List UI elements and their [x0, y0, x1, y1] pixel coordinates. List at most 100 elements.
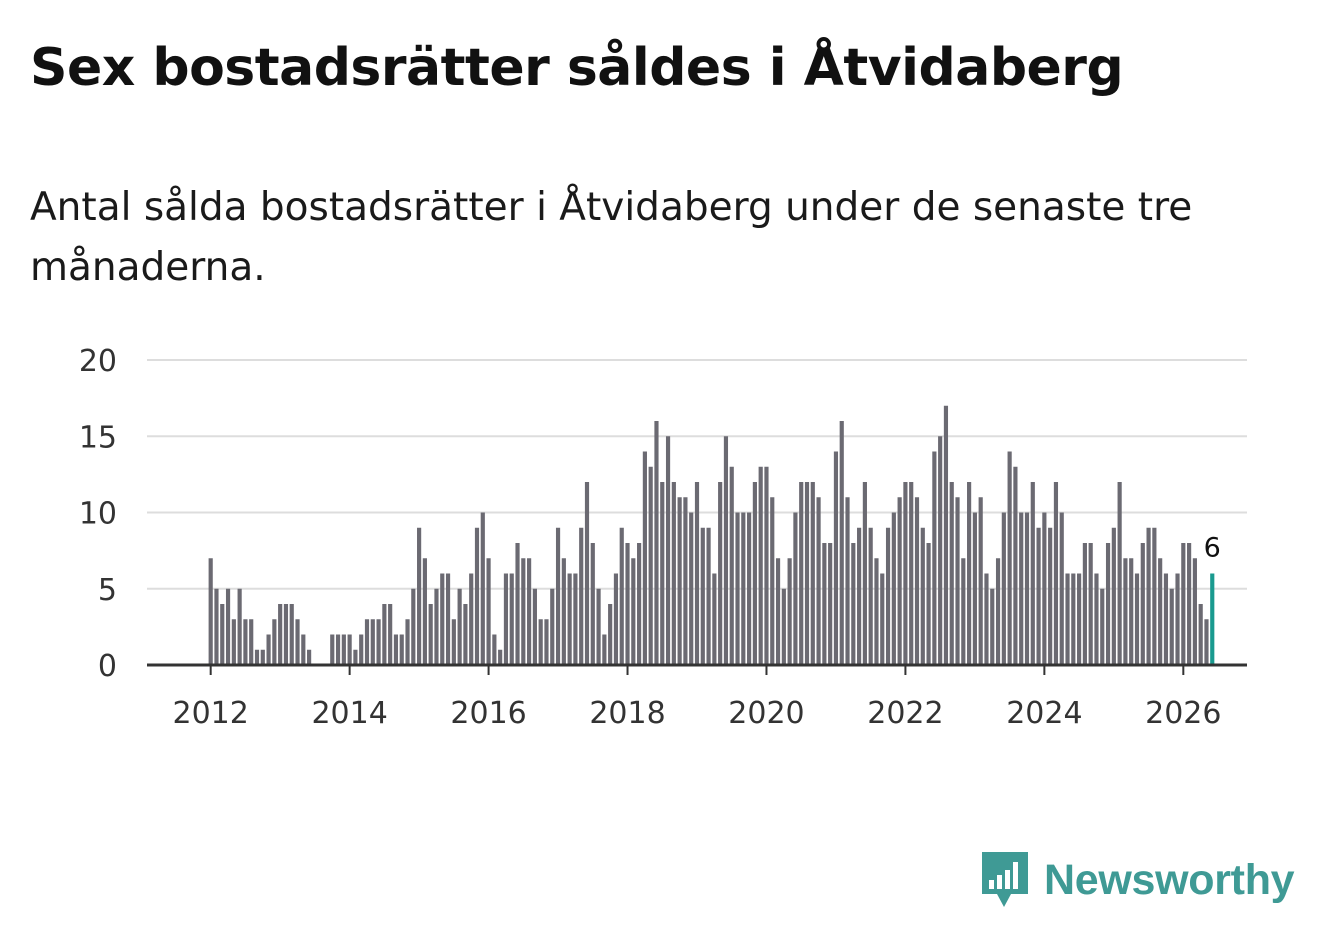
bar [353, 649, 358, 665]
bar [584, 482, 590, 665]
bar [1204, 619, 1209, 665]
bar [341, 634, 346, 665]
bar [637, 543, 642, 665]
bar [978, 497, 983, 665]
bar [1071, 573, 1076, 665]
bar [469, 573, 474, 665]
bar [880, 573, 885, 665]
bar [521, 558, 526, 665]
bar [1169, 588, 1174, 665]
bar [515, 543, 520, 665]
bar [851, 543, 856, 665]
bar [295, 619, 300, 665]
bar [758, 466, 763, 665]
bar [694, 482, 700, 665]
bar [550, 588, 555, 665]
bar [480, 512, 485, 665]
bar [272, 619, 277, 665]
bar [1001, 512, 1006, 665]
bar [660, 482, 665, 665]
bar [1082, 543, 1087, 665]
bar [1053, 482, 1059, 665]
bar [1094, 573, 1099, 665]
bar [648, 466, 653, 665]
bar [1013, 466, 1018, 665]
bar [474, 527, 480, 665]
bar [1152, 527, 1157, 665]
bar [833, 451, 839, 665]
bar [561, 558, 566, 665]
bar [278, 604, 283, 665]
bar [382, 604, 387, 665]
bar [388, 604, 393, 665]
bar [370, 619, 375, 665]
bar [359, 634, 364, 665]
bar [231, 619, 236, 665]
bar [492, 634, 497, 665]
bar [984, 573, 989, 665]
bar [590, 543, 595, 665]
bar [897, 497, 902, 665]
bar [602, 634, 607, 665]
bar [885, 527, 891, 665]
bar-value-label: 6 [1204, 533, 1221, 564]
bar [903, 482, 908, 665]
bar [718, 482, 723, 665]
bar [909, 482, 914, 665]
bar [926, 543, 931, 665]
bar [503, 573, 509, 665]
bar [938, 436, 943, 665]
bar [266, 634, 271, 665]
bar [689, 512, 694, 665]
bar [862, 482, 867, 665]
bar [1077, 573, 1082, 665]
bar [972, 512, 977, 665]
bar [596, 588, 601, 665]
bar [249, 619, 254, 665]
bar [920, 527, 925, 665]
bar [683, 497, 688, 665]
bar [990, 588, 995, 665]
bar [445, 573, 451, 665]
bar [1134, 573, 1140, 665]
bar [914, 497, 920, 665]
bar [1111, 527, 1116, 665]
x-tick-label: 2016 [450, 696, 526, 731]
bar [1042, 512, 1047, 665]
bar [440, 573, 445, 665]
bar [393, 634, 399, 665]
bar [770, 497, 775, 665]
bar [208, 558, 213, 665]
bar [225, 588, 231, 665]
bar [1030, 482, 1035, 665]
bar [735, 512, 740, 665]
bar [781, 588, 786, 665]
bar [741, 512, 746, 665]
y-tick-label: 15 [79, 420, 117, 455]
bar [1175, 573, 1180, 665]
bar [463, 604, 468, 665]
bar [422, 558, 427, 665]
bar [573, 573, 578, 665]
y-tick-label: 20 [79, 344, 117, 379]
bar [1146, 527, 1151, 665]
bar-highlight [1210, 573, 1215, 665]
bar [619, 527, 624, 665]
bar [1181, 543, 1186, 665]
bar [376, 619, 381, 665]
bar [671, 482, 676, 665]
bar [237, 588, 242, 665]
bar [330, 634, 335, 665]
bar [874, 558, 879, 665]
bar [1192, 558, 1197, 665]
bar [804, 482, 810, 665]
bar [845, 497, 850, 665]
bar [868, 527, 873, 665]
bar [822, 543, 827, 665]
bar [243, 619, 248, 665]
bar [509, 573, 514, 665]
bar [486, 558, 491, 665]
bar [955, 497, 960, 665]
chart-title: Sex bostadsrätter såldes i Åtvidaberg [30, 38, 1124, 98]
bar [214, 588, 219, 665]
